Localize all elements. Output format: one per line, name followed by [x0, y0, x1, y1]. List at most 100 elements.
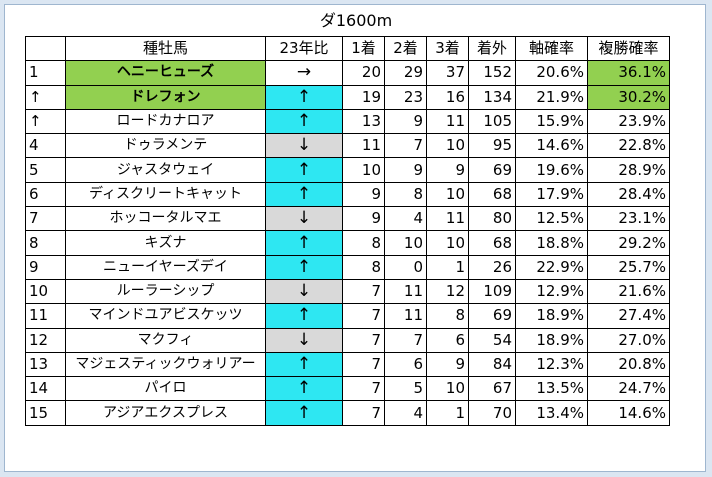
table-row: 8 キズナ ↑ 8 10 10 68 18.8% 29.2% — [25, 230, 670, 256]
place-rate-cell: 23.1% — [587, 206, 670, 232]
place-rate-cell: 36.1% — [587, 60, 670, 86]
first-count-cell: 11 — [342, 133, 385, 159]
second-count-cell: 4 — [384, 400, 427, 426]
rank-cell: 15 — [25, 400, 66, 426]
sire-name-cell: ルーラーシップ — [65, 278, 266, 305]
axis-rate-cell: 15.9% — [515, 108, 588, 135]
first-count-cell: 10 — [342, 157, 385, 183]
first-count-cell: 7 — [342, 351, 385, 378]
second-count-cell: 4 — [384, 206, 427, 232]
third-count-cell: 10 — [426, 230, 469, 256]
table-row: 1 ヘニーヒューズ → 20 29 37 152 20.6% 36.1% — [25, 60, 670, 86]
sire-name-cell: アジアエクスプレス — [65, 400, 266, 426]
axis-rate-cell: 12.3% — [515, 351, 588, 378]
table-row: 9 ニューイヤーズデイ ↑ 8 0 1 26 22.9% 25.7% — [25, 254, 670, 280]
out-count-cell: 80 — [468, 206, 516, 232]
sire-name-cell: ドレフォン — [65, 84, 266, 110]
table-row: 11 マインドユアビスケッツ ↑ 7 11 8 69 18.9% 27.4% — [25, 303, 670, 329]
sire-name-cell: マジェスティックウォリアー — [65, 351, 266, 378]
table-body: 1 ヘニーヒューズ → 20 29 37 152 20.6% 36.1% ↑ ドレフォン ↑ 19 23 1… — [25, 60, 670, 426]
place-rate-cell: 30.2% — [587, 84, 670, 110]
place-rate-cell: 29.2% — [587, 230, 670, 256]
third-count-cell: 1 — [426, 400, 469, 426]
second-count-cell: 8 — [384, 181, 427, 208]
second-count-cell: 0 — [384, 254, 427, 280]
third-count-cell: 10 — [426, 181, 469, 208]
first-count-cell: 7 — [342, 303, 385, 329]
table-row: 10 ルーラーシップ ↓ 7 11 12 109 12.9% 21.6% — [25, 278, 670, 305]
header-axis-rate: 軸確率 — [515, 35, 588, 62]
rank-cell: 6 — [25, 181, 66, 208]
second-count-cell: 7 — [384, 133, 427, 159]
trend-up-icon: ↑ — [265, 303, 343, 329]
table-row: 6 ディスクリートキャット ↑ 9 8 10 68 17.9% 28.4% — [25, 181, 670, 208]
third-count-cell: 16 — [426, 84, 469, 110]
first-count-cell: 20 — [342, 60, 385, 86]
sire-stats-table: 種牡馬 23年比 1着 2着 3着 着外 軸確率 複勝確率 1 ヘニーヒューズ → 2… — [25, 35, 670, 426]
table-frame: ダ1600m 種牡馬 23年比 1着 2着 3着 着外 軸確率 複勝確率 — [4, 4, 706, 472]
table-row: 13 マジェスティックウォリアー ↑ 7 6 9 84 12.3% 20.8% — [25, 351, 670, 378]
first-count-cell: 7 — [342, 376, 385, 402]
out-count-cell: 70 — [468, 400, 516, 426]
axis-rate-cell: 12.5% — [515, 206, 588, 232]
third-count-cell: 9 — [426, 351, 469, 378]
second-count-cell: 9 — [384, 108, 427, 135]
rank-cell: 5 — [25, 157, 66, 183]
header-place-rate: 複勝確率 — [587, 35, 670, 62]
axis-rate-cell: 18.9% — [515, 303, 588, 329]
trend-up-icon: ↑ — [265, 230, 343, 256]
table-row: 5 ジャスタウェイ ↑ 10 9 9 69 19.6% 28.9% — [25, 157, 670, 183]
trend-up-icon: ↑ — [265, 157, 343, 183]
third-count-cell: 10 — [426, 133, 469, 159]
out-count-cell: 26 — [468, 254, 516, 280]
rank-cell: 9 — [25, 254, 66, 280]
second-count-cell: 11 — [384, 303, 427, 329]
third-count-cell: 11 — [426, 206, 469, 232]
trend-down-icon: ↓ — [265, 133, 343, 159]
trend-flat-icon: → — [265, 60, 343, 86]
sire-name-cell: ディスクリートキャット — [65, 181, 266, 208]
header-third: 3着 — [426, 35, 469, 62]
axis-rate-cell: 13.5% — [515, 376, 588, 402]
trend-up-icon: ↑ — [265, 254, 343, 280]
out-count-cell: 69 — [468, 157, 516, 183]
trend-up-icon: ↑ — [265, 84, 343, 110]
first-count-cell: 7 — [342, 400, 385, 426]
place-rate-cell: 22.8% — [587, 133, 670, 159]
trend-down-icon: ↓ — [265, 206, 343, 232]
sire-name-cell: ホッコータルマエ — [65, 206, 266, 232]
out-count-cell: 95 — [468, 133, 516, 159]
axis-rate-cell: 12.9% — [515, 278, 588, 305]
rank-cell: ↑ — [25, 108, 66, 135]
first-count-cell: 13 — [342, 108, 385, 135]
table-row: 7 ホッコータルマエ ↓ 9 4 11 80 12.5% 23.1% — [25, 206, 670, 232]
place-rate-cell: 25.7% — [587, 254, 670, 280]
trend-up-icon: ↑ — [265, 400, 343, 426]
axis-rate-cell: 22.9% — [515, 254, 588, 280]
rank-cell: 13 — [25, 351, 66, 378]
sire-name-cell: ドゥラメンテ — [65, 133, 266, 159]
rank-cell: 4 — [25, 133, 66, 159]
header-sire: 種牡馬 — [65, 35, 266, 62]
place-rate-cell: 14.6% — [587, 400, 670, 426]
sire-name-cell: ジャスタウェイ — [65, 157, 266, 183]
table-row: 12 マクフィ ↓ 7 7 6 54 18.9% 27.0% — [25, 327, 670, 353]
out-count-cell: 68 — [468, 230, 516, 256]
second-count-cell: 11 — [384, 278, 427, 305]
header-second: 2着 — [384, 35, 427, 62]
axis-rate-cell: 13.4% — [515, 400, 588, 426]
out-count-cell: 134 — [468, 84, 516, 110]
header-first: 1着 — [342, 35, 385, 62]
place-rate-cell: 28.9% — [587, 157, 670, 183]
place-rate-cell: 27.4% — [587, 303, 670, 329]
out-count-cell: 84 — [468, 351, 516, 378]
out-count-cell: 109 — [468, 278, 516, 305]
second-count-cell: 7 — [384, 327, 427, 353]
sire-name-cell: ニューイヤーズデイ — [65, 254, 266, 280]
header-vs-2023: 23年比 — [265, 35, 343, 62]
place-rate-cell: 27.0% — [587, 327, 670, 353]
axis-rate-cell: 18.9% — [515, 327, 588, 353]
second-count-cell: 6 — [384, 351, 427, 378]
place-rate-cell: 24.7% — [587, 376, 670, 402]
first-count-cell: 9 — [342, 181, 385, 208]
